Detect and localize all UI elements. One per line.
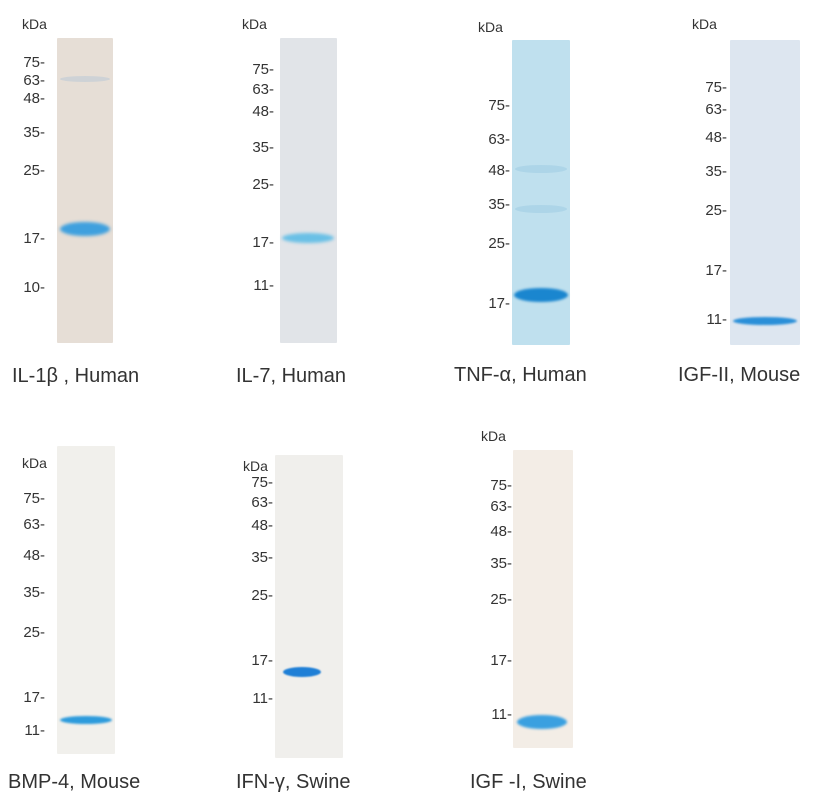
protein-band [60,222,110,236]
marker-17: 17- [23,230,45,247]
marker-17: 17- [251,652,273,669]
marker-35: 35- [251,549,273,566]
marker-48: 48- [23,547,45,564]
gel-lane [513,450,573,748]
caption-bmp4: BMP-4, Mouse [8,771,141,793]
marker-11: 11- [252,690,273,707]
faint-band [60,76,110,82]
marker-63: 63- [705,101,727,118]
caption-il1b: IL-1β , Human [12,365,140,387]
protein-band [733,317,797,325]
caption-tnfa: TNF-α, Human [454,364,587,386]
marker-63: 63- [23,516,45,533]
protein-band [514,288,568,302]
protein-band [60,716,112,724]
marker-63: 63- [488,131,510,148]
caption-igf1: IGF -I, Swine [470,771,587,793]
marker-25: 25- [252,176,274,193]
marker-25: 25- [23,162,45,179]
marker-17: 17- [488,295,510,312]
marker-25: 25- [23,624,45,641]
faint-band [515,165,567,173]
caption-ifng: IFN-γ, Swine [236,771,351,793]
gel-lane [730,40,800,345]
marker-75: 75- [252,61,274,78]
kda-label: kDa [22,16,47,32]
marker-63: 63- [252,81,274,98]
marker-48: 48- [252,103,274,120]
marker-35: 35- [490,555,512,572]
marker-11: 11- [253,277,274,294]
kda-label: kDa [243,458,268,474]
marker-48: 48- [251,517,273,534]
kda-label: kDa [692,16,717,32]
kda-label: kDa [478,19,503,35]
marker-63: 63- [23,72,45,89]
marker-25: 25- [490,591,512,608]
marker-75: 75- [488,97,510,114]
protein-band [283,667,321,677]
marker-25: 25- [705,202,727,219]
marker-25: 25- [251,587,273,604]
marker-11: 11- [24,722,45,739]
marker-10: 10- [23,279,45,296]
gel-lane [280,38,337,343]
marker-75: 75- [705,79,727,96]
protein-band [282,233,334,243]
marker-17: 17- [252,234,274,251]
gel-lane [57,38,113,343]
marker-75: 75- [251,474,273,491]
marker-63: 63- [251,494,273,511]
marker-17: 17- [23,689,45,706]
marker-63: 63- [490,498,512,515]
marker-35: 35- [488,196,510,213]
caption-igf2: IGF-II, Mouse [678,364,801,386]
marker-11: 11- [706,311,727,328]
marker-48: 48- [705,129,727,146]
marker-75: 75- [23,54,45,71]
marker-48: 48- [23,90,45,107]
marker-17: 17- [490,652,512,669]
marker-35: 35- [252,139,274,156]
protein-band [517,715,567,729]
faint-band [515,205,567,213]
marker-48: 48- [490,523,512,540]
marker-25: 25- [488,235,510,252]
kda-label: kDa [22,455,47,471]
gel-lane [57,446,115,754]
marker-35: 35- [705,163,727,180]
caption-il7: IL-7, Human [236,365,347,387]
gel-lane [275,455,343,758]
kda-label: kDa [242,16,267,32]
marker-75: 75- [23,490,45,507]
marker-17: 17- [705,262,727,279]
marker-35: 35- [23,584,45,601]
marker-75: 75- [490,477,512,494]
kda-label: kDa [481,428,506,444]
marker-35: 35- [23,124,45,141]
marker-48: 48- [488,162,510,179]
marker-11: 11- [491,706,512,723]
